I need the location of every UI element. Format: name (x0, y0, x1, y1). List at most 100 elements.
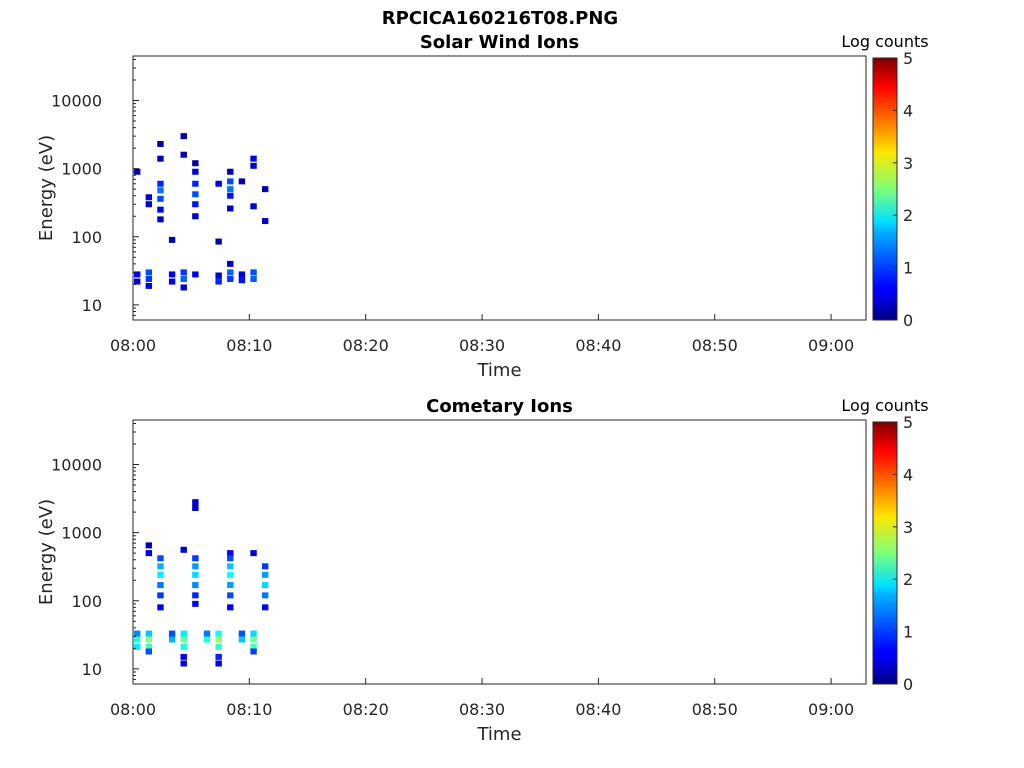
figure-title: RPCICA160216T08.PNG (382, 8, 618, 29)
data-cell (250, 275, 257, 282)
data-cell (227, 178, 234, 185)
data-cell (261, 604, 269, 611)
x-tick-label: 08:40 (575, 336, 621, 355)
data-cell (180, 275, 187, 282)
data-cell (180, 653, 187, 660)
data-cell (215, 272, 222, 279)
data-cell (227, 205, 234, 212)
data-cell (145, 630, 153, 637)
data-cell (145, 275, 153, 282)
data-cell (250, 636, 257, 643)
data-cell (227, 192, 234, 199)
x-tick-label: 08:10 (226, 700, 272, 719)
data-cell (145, 542, 153, 549)
colorbar-tick-label: 2 (903, 570, 913, 589)
data-cell (227, 571, 234, 578)
data-cell (227, 555, 234, 562)
data-cell (261, 563, 269, 570)
y-tick-label: 100 (71, 228, 102, 247)
data-cell (261, 582, 269, 589)
data-cell (157, 604, 164, 611)
colorbar-tick-label: 5 (903, 49, 913, 68)
data-cell (227, 582, 234, 589)
data-cell (250, 269, 257, 276)
data-cell (192, 180, 199, 187)
colorbar-tick-label: 0 (903, 675, 913, 694)
data-cell (215, 653, 222, 660)
colorbar-tick-label: 3 (903, 154, 913, 173)
panel-cometary: Cometary Ions 08:00 08:10 08:20 08:30 08:40 08… (36, 396, 929, 745)
data-cell (157, 206, 164, 213)
panel-title: Cometary Ions (426, 396, 573, 417)
data-cell (250, 550, 257, 557)
data-cell (250, 155, 257, 162)
panel-solar-wind: Solar Wind Ions 08:00 08:10 08:20 08:30 08:40… (36, 32, 929, 381)
colorbar-label: Log counts (841, 32, 928, 51)
data-cell (261, 218, 269, 225)
data-cell (192, 168, 199, 175)
data-cell (157, 555, 164, 562)
y-tick-label: 10 (82, 660, 102, 679)
x-tick-label: 08:20 (343, 336, 389, 355)
data-cell (192, 555, 199, 562)
x-tick-label: 08:00 (110, 700, 156, 719)
data-cell (157, 563, 164, 570)
data-cell (227, 168, 234, 175)
x-tick-label: 09:00 (808, 336, 854, 355)
data-cell (227, 260, 234, 267)
data-cell (134, 271, 141, 278)
data-cell (134, 168, 141, 175)
data-cell (250, 643, 257, 650)
data-cell (180, 133, 187, 140)
data-cell (180, 151, 187, 158)
x-tick-label: 08:40 (575, 700, 621, 719)
data-cell (157, 571, 164, 578)
data-cell (238, 636, 246, 643)
data-cell (180, 546, 187, 553)
data-cell (168, 630, 176, 637)
x-tick-label: 08:50 (692, 700, 738, 719)
data-cell (180, 643, 187, 650)
data-cell (238, 277, 246, 284)
data-cell (250, 162, 257, 169)
data-cell (180, 284, 187, 291)
data-cell (261, 571, 269, 578)
data-cell (157, 195, 164, 202)
data-cell (261, 186, 269, 193)
data-cell (180, 630, 187, 637)
data-cell (145, 194, 153, 201)
data-cell (238, 271, 246, 278)
data-cell (238, 178, 246, 185)
data-cell (261, 592, 269, 599)
data-cell (227, 186, 234, 193)
x-axis-label: Time (476, 724, 521, 745)
data-cell (168, 271, 176, 278)
data-cell (192, 160, 199, 167)
y-tick-label: 1000 (61, 160, 102, 179)
colorbar-tick-label: 3 (903, 518, 913, 537)
y-tick-label: 10 (82, 296, 102, 315)
data-cell (227, 604, 234, 611)
x-tick-label: 08:20 (343, 700, 389, 719)
data-cell (192, 582, 199, 589)
data-cell (238, 630, 246, 637)
data-cell (203, 636, 211, 643)
data-cell (215, 630, 222, 637)
data-cell (192, 563, 199, 570)
data-cell (227, 550, 234, 557)
y-axis-label: Energy (eV) (36, 135, 57, 241)
colorbar-tick-label: 2 (903, 206, 913, 225)
data-cell (157, 216, 164, 223)
data-cell (192, 592, 199, 599)
data-cell (215, 636, 222, 643)
data-cell (192, 571, 199, 578)
x-tick-label: 08:30 (459, 700, 505, 719)
colorbar-tick-label: 0 (903, 311, 913, 330)
data-cell (203, 630, 211, 637)
data-cell (192, 504, 199, 511)
data-cell (215, 180, 222, 187)
data-cell (145, 550, 153, 557)
data-cell (157, 155, 164, 162)
data-cell (250, 630, 257, 637)
data-cell (180, 269, 187, 276)
